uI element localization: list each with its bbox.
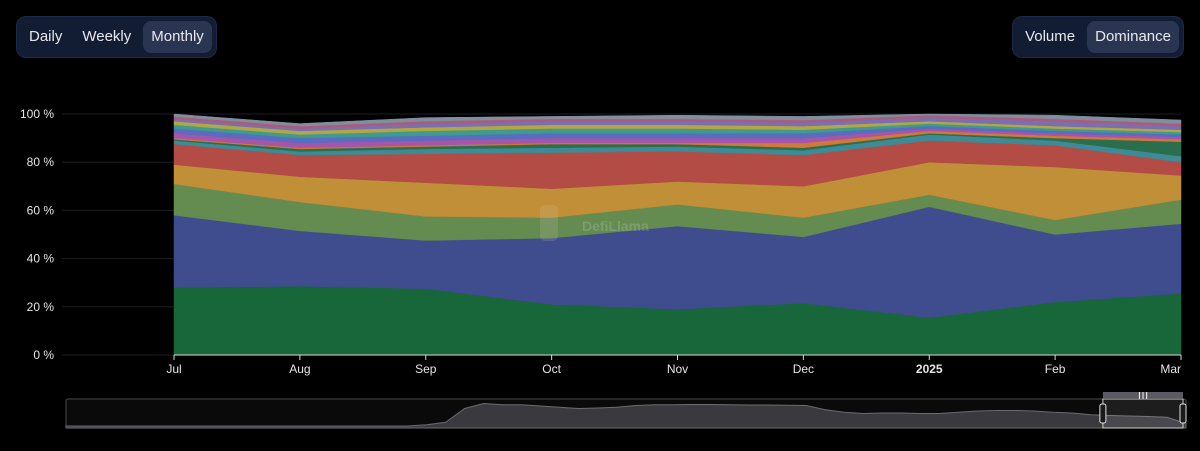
- y-tick-label: 20 %: [27, 300, 55, 314]
- area-series: [173, 113, 1182, 356]
- x-tick-label: Feb: [1045, 362, 1066, 376]
- x-tick-label: Dec: [793, 362, 814, 376]
- daily-button[interactable]: Daily: [29, 28, 63, 45]
- monthly-button[interactable]: Monthly: [143, 21, 212, 53]
- y-tick-label: 100 %: [20, 107, 54, 121]
- metric-toggle: Volume Dominance: [1012, 16, 1184, 58]
- y-tick-label: 80 %: [27, 155, 55, 169]
- area-series-5: [173, 140, 1182, 189]
- area-series-7: [173, 133, 1182, 157]
- area-series-4: [173, 161, 1182, 221]
- overview-area: [65, 402, 1187, 429]
- data-zoom-slider[interactable]: ┃┃┃: [0, 392, 1200, 432]
- x-tick-label: Nov: [667, 362, 688, 376]
- x-tick-label: Mar: [1160, 362, 1181, 376]
- slider-selection[interactable]: [1102, 398, 1184, 429]
- area-series-14: [173, 114, 1182, 129]
- x-tick-label: 2025: [916, 362, 943, 376]
- slider-move-handle[interactable]: [1102, 392, 1183, 398]
- area-series-2: [173, 206, 1182, 318]
- slider-right-handle[interactable]: [1179, 403, 1187, 424]
- x-tick-label: Jul: [166, 362, 181, 376]
- area-series-6: [173, 134, 1182, 163]
- x-tick-label: Sep: [415, 362, 437, 376]
- defillama-logo-icon: [540, 205, 558, 241]
- granularity-toggle: Daily Weekly Monthly: [16, 16, 217, 58]
- grip-icon[interactable]: ┃┃┃: [1138, 392, 1149, 399]
- y-tick-label: 0 %: [33, 348, 54, 362]
- grid-lines: [62, 113, 1181, 356]
- area-series-12: [173, 120, 1182, 135]
- dominance-button[interactable]: Dominance: [1087, 21, 1179, 53]
- watermark: DefiLlama: [540, 205, 649, 241]
- y-tick-label: 40 %: [27, 252, 55, 266]
- area-series-15: [173, 113, 1182, 127]
- axes: 0 % 20 % 40 % 60 % 80 % 100 % Jul Aug Sep Oct Nov D…: [20, 107, 1182, 376]
- area-series-13: [173, 117, 1182, 132]
- area-series-10: [173, 125, 1182, 144]
- x-tick-label: Oct: [542, 362, 561, 376]
- slider-left-handle[interactable]: [1099, 403, 1107, 424]
- watermark-text: DefiLlama: [582, 218, 649, 234]
- y-tick-label: 60 %: [27, 203, 55, 217]
- area-series-9: [173, 128, 1182, 148]
- area-series-11: [173, 123, 1182, 139]
- volume-button[interactable]: Volume: [1025, 28, 1076, 45]
- x-tick-label: Aug: [289, 362, 310, 376]
- weekly-button[interactable]: Weekly: [82, 28, 132, 45]
- area-series-3: [173, 183, 1182, 241]
- area-series-8: [173, 130, 1182, 150]
- area-series-1: [173, 286, 1182, 356]
